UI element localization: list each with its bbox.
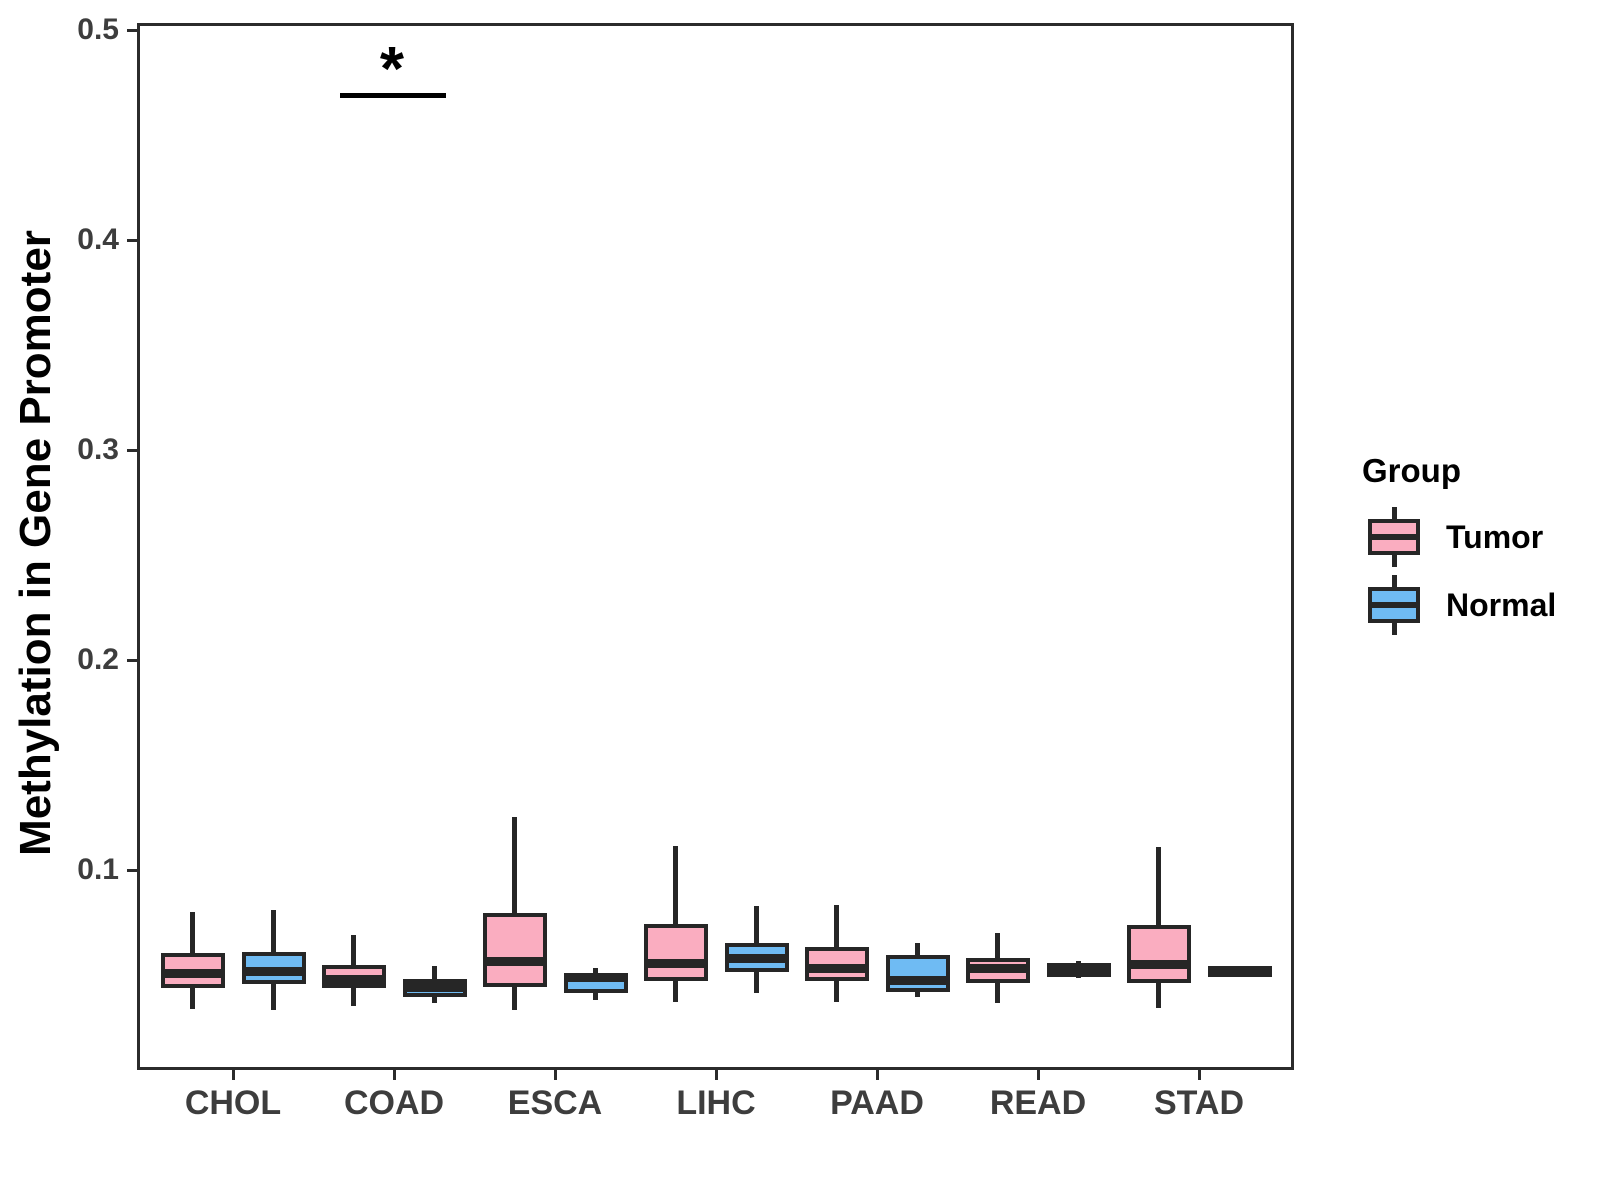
legend-title: Group (1362, 452, 1461, 489)
x-tick (231, 1070, 235, 1080)
y-tick (127, 28, 137, 32)
x-tick-label: PAAD (830, 1084, 924, 1122)
median-tumor-STAD (1126, 960, 1191, 970)
y-tick (127, 868, 137, 872)
y-tick (127, 238, 137, 242)
legend-label-tumor: Tumor (1446, 519, 1544, 555)
median-normal-CHOL (241, 966, 306, 976)
whisker-tumor-LIHC (673, 846, 678, 1002)
median-tumor-LIHC (643, 959, 708, 969)
significance-bar-COAD (340, 93, 446, 98)
median-normal-READ (1046, 964, 1111, 974)
x-tick-label: READ (989, 1084, 1087, 1122)
y-tick-label: 0.4 (77, 223, 119, 256)
significance-star-COAD: * (379, 35, 405, 104)
y-tick-label: 0.2 (77, 643, 119, 676)
x-tick (714, 1070, 718, 1080)
median-normal-PAAD (885, 976, 950, 986)
glyph-median (1368, 534, 1420, 540)
plot-panel (137, 23, 1294, 1070)
y-tick (127, 448, 137, 452)
x-tick-label: CHOL (184, 1084, 282, 1122)
legend-label-normal: Normal (1446, 587, 1557, 623)
box-tumor-PAAD (804, 946, 869, 982)
glyph-median (1368, 602, 1420, 608)
x-tick (553, 1070, 557, 1080)
median-normal-STAD (1207, 966, 1272, 976)
x-tick (392, 1070, 396, 1080)
median-tumor-CHOL (160, 968, 225, 978)
y-tick-label: 0.5 (77, 13, 119, 46)
x-tick-label: ESCA (507, 1084, 603, 1122)
box-tumor-ESCA (482, 913, 547, 987)
x-tick-label: STAD (1153, 1084, 1245, 1122)
median-tumor-COAD (321, 975, 386, 985)
box-tumor-LIHC (643, 924, 708, 981)
x-tick (1036, 1070, 1040, 1080)
legend: Group Tumor Normal (1330, 452, 1600, 662)
x-tick (1197, 1070, 1201, 1080)
median-tumor-ESCA (482, 957, 547, 967)
x-tick (875, 1070, 879, 1080)
median-tumor-PAAD (804, 964, 869, 974)
box-normal-PAAD (885, 955, 950, 992)
median-normal-LIHC (724, 953, 789, 963)
box-tumor-STAD (1126, 925, 1191, 983)
y-tick-label: 0.3 (77, 433, 119, 466)
median-normal-COAD (402, 983, 467, 993)
median-tumor-READ (965, 963, 1030, 973)
y-tick (127, 658, 137, 662)
x-tick-label: LIHC (676, 1084, 756, 1122)
x-tick-label: COAD (343, 1084, 445, 1122)
y-tick-label: 0.1 (77, 853, 119, 886)
median-normal-ESCA (563, 973, 628, 983)
y-axis-title: Methylation in Gene Promoter (11, 230, 60, 856)
